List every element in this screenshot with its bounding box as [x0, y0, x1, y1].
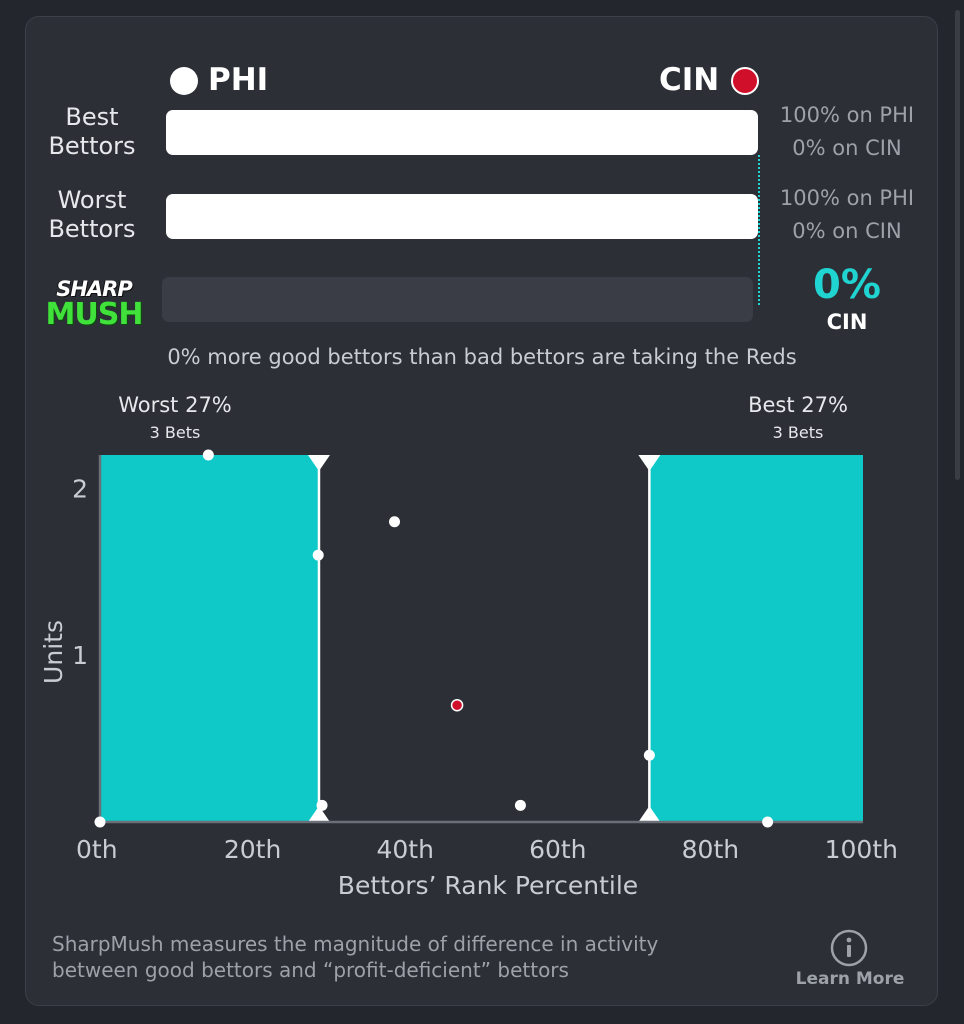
y-axis-title: Units	[39, 620, 68, 684]
x-tick-label: 60th	[529, 835, 586, 864]
best-bettors-bar-fill	[166, 110, 758, 155]
worst-bettors-split: 100% on PHI 0% on CIN	[779, 186, 915, 243]
cin-team-dot	[731, 67, 759, 95]
data-point	[202, 449, 214, 461]
x-tick-label: 100th	[825, 835, 898, 864]
x-tick-label: 40th	[376, 835, 433, 864]
phi-team-dot	[170, 67, 198, 95]
footer-description: SharpMush measures the magnitude of diff…	[52, 932, 659, 982]
region-0-title: Worst 27%	[118, 393, 232, 417]
y-tick-label: 1	[72, 641, 88, 670]
data-point	[316, 799, 328, 811]
sharpmush-logo: SHARP MUSH	[45, 277, 144, 332]
data-point	[643, 749, 655, 761]
x-tick-label: 20th	[224, 835, 281, 864]
data-point	[94, 816, 106, 828]
team-left-label: PHI	[208, 62, 269, 98]
sharpmush-percent: 0%	[813, 262, 881, 308]
x-axis-title: Bettors’ Rank Percentile	[338, 871, 638, 900]
data-point	[312, 549, 324, 561]
highlight-data-point	[450, 698, 464, 712]
split-marker-line	[758, 155, 760, 305]
x-tick-label: 80th	[682, 835, 739, 864]
data-point	[762, 816, 774, 828]
region-0-subtitle: 3 Bets	[150, 423, 201, 442]
x-tick-label: 0th	[76, 835, 118, 864]
region-0-top-marker	[307, 455, 330, 471]
best-bettors-label: Best Bettors	[48, 103, 136, 160]
y-tick-label: 2	[72, 474, 88, 503]
team-right-label: CIN	[659, 62, 720, 98]
region-1-top-marker	[638, 455, 661, 471]
region-1-band	[649, 455, 863, 822]
region-1-subtitle: 3 Bets	[773, 423, 824, 442]
best-bettors-split: 100% on PHI 0% on CIN	[779, 103, 915, 160]
data-point	[514, 799, 526, 811]
sharpmush-bar	[162, 277, 753, 322]
summary-text: 0% more good bettors than bad bettors ar…	[167, 345, 797, 369]
worst-bettors-bar-fill	[166, 194, 758, 239]
learn-more-label: Learn More	[795, 969, 905, 989]
page-scrollbar[interactable]	[955, 10, 960, 480]
sharpmush-team: CIN	[826, 310, 868, 334]
region-1-title: Best 27%	[748, 393, 848, 417]
learn-more-button[interactable]: Learn More	[795, 926, 905, 996]
worst-bettors-label: Worst Bettors	[48, 186, 136, 243]
info-circle-icon	[830, 929, 868, 967]
worst-bettors-bar	[166, 194, 758, 239]
data-point	[389, 516, 401, 528]
region-0-band	[100, 455, 319, 822]
best-bettors-bar	[166, 110, 758, 155]
region-1-bottom-marker	[638, 806, 661, 822]
region-0-bottom-marker	[307, 806, 330, 822]
